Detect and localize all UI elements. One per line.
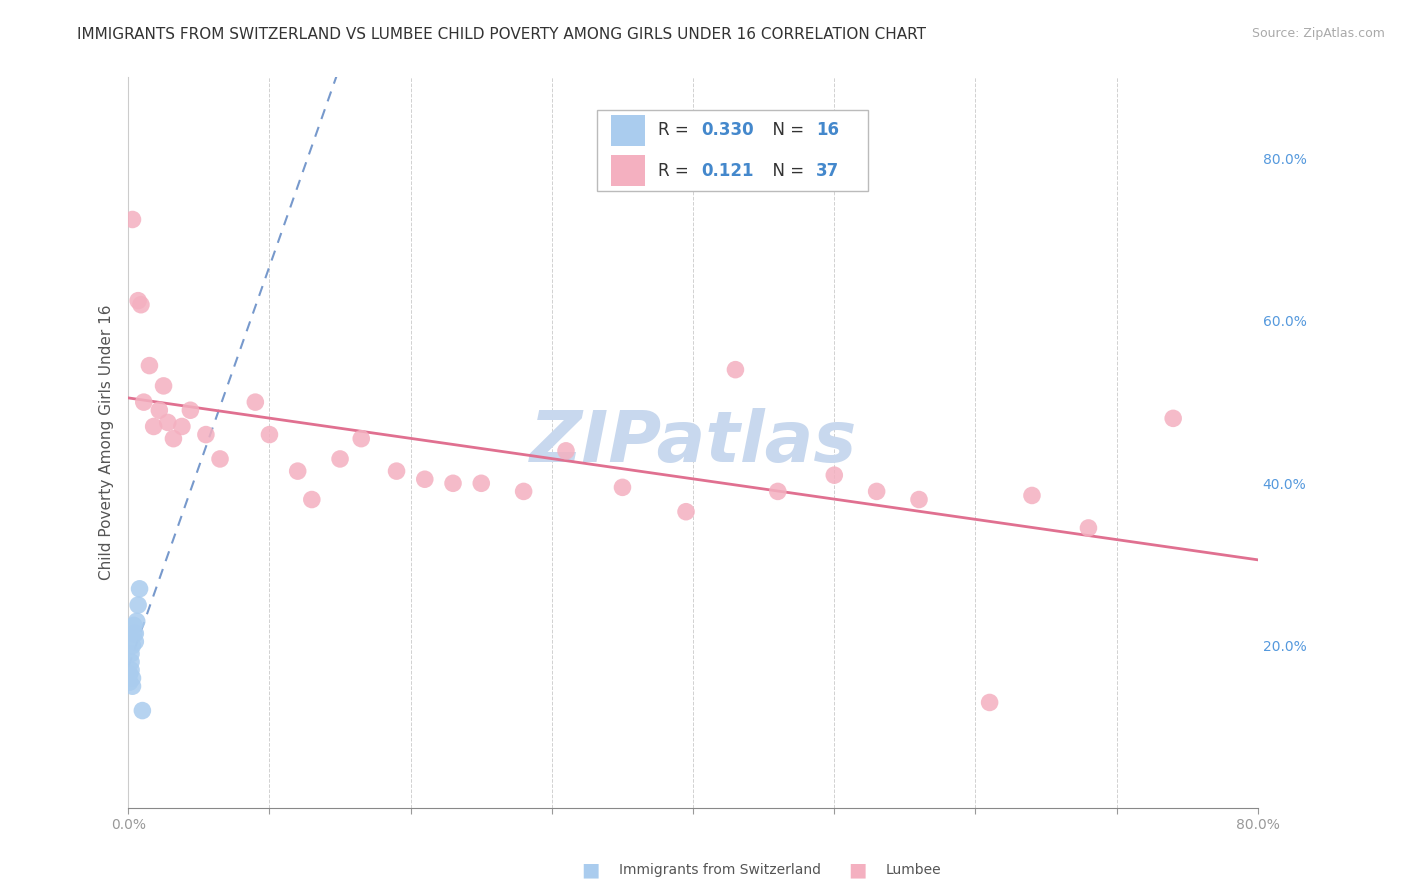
Point — [138, 359, 160, 373]
Point — [512, 484, 534, 499]
Point — [156, 416, 179, 430]
Point — [470, 476, 492, 491]
Bar — [610, 115, 644, 145]
Text: Source: ZipAtlas.com: Source: ZipAtlas.com — [1251, 27, 1385, 40]
Text: ZIPatlas: ZIPatlas — [530, 409, 856, 477]
Point — [724, 362, 747, 376]
Point — [162, 432, 184, 446]
Text: IMMIGRANTS FROM SWITZERLAND VS LUMBEE CHILD POVERTY AMONG GIRLS UNDER 16 CORRELA: IMMIGRANTS FROM SWITZERLAND VS LUMBEE CH… — [77, 27, 927, 42]
Point — [979, 696, 1001, 710]
Point — [129, 298, 152, 312]
Point — [122, 626, 145, 640]
Point — [766, 484, 789, 499]
Point — [259, 427, 281, 442]
FancyBboxPatch shape — [598, 111, 868, 191]
Text: 0.330: 0.330 — [702, 121, 754, 139]
Point — [148, 403, 170, 417]
Point — [1021, 488, 1043, 502]
Point — [121, 679, 143, 693]
Point — [152, 379, 174, 393]
Point — [413, 472, 436, 486]
Text: R =: R = — [658, 121, 695, 139]
Point — [1161, 411, 1184, 425]
Point — [142, 419, 165, 434]
Point — [555, 443, 578, 458]
Point — [118, 667, 141, 681]
Text: R =: R = — [658, 161, 699, 179]
Point — [121, 639, 143, 653]
Point — [866, 484, 889, 499]
Point — [124, 626, 146, 640]
Text: Immigrants from Switzerland: Immigrants from Switzerland — [619, 863, 821, 877]
Point — [908, 492, 931, 507]
Point — [194, 427, 217, 442]
Point — [120, 655, 142, 669]
Point — [127, 598, 149, 612]
Text: N =: N = — [762, 161, 810, 179]
Point — [121, 671, 143, 685]
Text: ■: ■ — [848, 860, 868, 880]
Point — [1077, 521, 1099, 535]
Bar — [610, 155, 644, 186]
Point — [170, 419, 193, 434]
Point — [132, 395, 155, 409]
Point — [823, 468, 845, 483]
Point — [120, 663, 142, 677]
Text: 37: 37 — [817, 161, 839, 179]
Text: ■: ■ — [581, 860, 600, 880]
Point — [127, 293, 149, 308]
Y-axis label: Child Poverty Among Girls Under 16: Child Poverty Among Girls Under 16 — [100, 305, 114, 581]
Point — [350, 432, 373, 446]
Point — [131, 704, 153, 718]
Point — [675, 505, 697, 519]
Point — [118, 675, 141, 690]
Point — [612, 480, 634, 494]
Point — [179, 403, 201, 417]
Point — [287, 464, 309, 478]
Point — [122, 618, 145, 632]
Point — [208, 452, 231, 467]
Point — [329, 452, 352, 467]
Point — [124, 634, 146, 648]
Text: N =: N = — [762, 121, 810, 139]
Point — [128, 582, 150, 596]
Point — [125, 615, 148, 629]
Point — [121, 212, 143, 227]
Point — [120, 647, 142, 661]
Text: Lumbee: Lumbee — [886, 863, 942, 877]
Point — [441, 476, 464, 491]
Point — [245, 395, 267, 409]
Point — [385, 464, 408, 478]
Text: 0.121: 0.121 — [702, 161, 754, 179]
Text: 16: 16 — [817, 121, 839, 139]
Point — [301, 492, 323, 507]
